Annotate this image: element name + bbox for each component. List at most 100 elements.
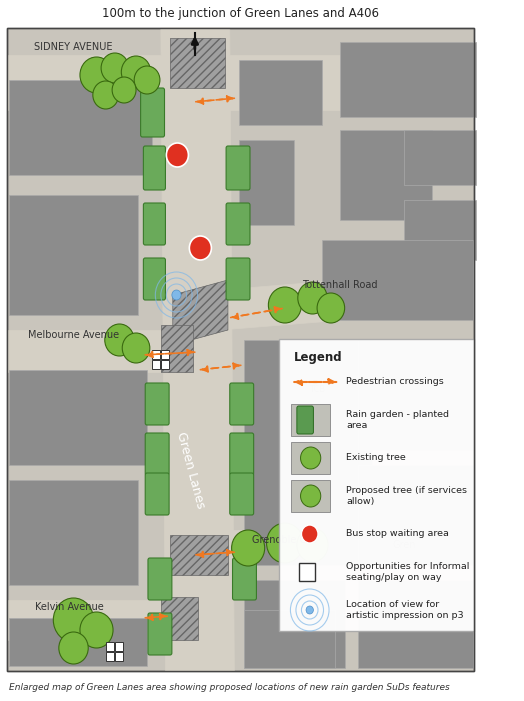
FancyBboxPatch shape — [145, 473, 169, 515]
Text: Kelvin Avenue: Kelvin Avenue — [35, 602, 103, 612]
Circle shape — [122, 333, 150, 363]
Polygon shape — [161, 597, 198, 640]
Polygon shape — [170, 38, 225, 88]
Bar — [115, 652, 123, 661]
Circle shape — [166, 143, 189, 167]
FancyBboxPatch shape — [144, 258, 166, 300]
Polygon shape — [221, 270, 469, 330]
Bar — [106, 652, 114, 661]
Circle shape — [105, 324, 134, 356]
Circle shape — [134, 66, 160, 94]
FancyBboxPatch shape — [226, 203, 250, 245]
Text: Gren: Gren — [392, 540, 416, 550]
Circle shape — [80, 57, 113, 93]
Circle shape — [301, 485, 321, 507]
Bar — [244, 580, 345, 668]
Bar — [106, 642, 114, 651]
Text: Green Lanes: Green Lanes — [174, 430, 207, 510]
Text: Existing tree: Existing tree — [346, 454, 406, 463]
Bar — [7, 600, 191, 640]
Bar — [9, 370, 147, 465]
Bar — [291, 404, 330, 436]
Text: Tottenhall Road: Tottenhall Road — [302, 280, 378, 290]
Bar — [239, 140, 294, 225]
Bar — [239, 60, 322, 125]
Text: Opportunities for Informal
seating/play on way: Opportunities for Informal seating/play … — [346, 562, 470, 582]
Bar — [161, 350, 169, 359]
Circle shape — [93, 81, 118, 109]
Bar — [340, 130, 432, 220]
Bar — [9, 618, 147, 666]
FancyBboxPatch shape — [148, 613, 172, 655]
Bar — [9, 80, 151, 175]
Circle shape — [267, 523, 303, 563]
Text: SIDNEY AVENUE: SIDNEY AVENUE — [34, 42, 113, 52]
Circle shape — [298, 282, 327, 314]
Bar — [340, 42, 476, 117]
Bar — [405, 200, 476, 260]
Bar — [115, 642, 123, 651]
Bar — [7, 330, 191, 372]
FancyBboxPatch shape — [230, 433, 254, 475]
Bar — [9, 195, 138, 315]
FancyBboxPatch shape — [230, 383, 254, 425]
Bar — [405, 130, 476, 185]
Text: Location of view for
artistic impression on p3: Location of view for artistic impression… — [346, 600, 464, 620]
Circle shape — [172, 290, 181, 300]
Circle shape — [317, 293, 345, 323]
Bar — [9, 480, 138, 585]
Circle shape — [301, 447, 321, 469]
Bar — [358, 580, 473, 668]
Polygon shape — [161, 325, 193, 372]
FancyBboxPatch shape — [144, 203, 166, 245]
Circle shape — [297, 528, 328, 562]
Polygon shape — [193, 530, 469, 555]
Bar — [291, 480, 330, 512]
Circle shape — [101, 53, 129, 83]
FancyBboxPatch shape — [144, 146, 166, 190]
Text: TCB: TCB — [309, 386, 325, 395]
Text: Legend: Legend — [294, 351, 343, 365]
Text: Grenoble Grd: Grenoble Grd — [253, 535, 318, 545]
Bar — [244, 610, 335, 668]
Bar — [322, 240, 473, 320]
Text: Pedestrian crossings: Pedestrian crossings — [346, 378, 444, 386]
FancyBboxPatch shape — [145, 383, 169, 425]
Text: Rain garden - planted
area: Rain garden - planted area — [346, 410, 450, 430]
Text: Posts: Posts — [297, 416, 319, 425]
Circle shape — [268, 287, 301, 323]
Bar — [358, 465, 473, 565]
FancyBboxPatch shape — [279, 339, 474, 631]
Text: Melbourne Avenue: Melbourne Avenue — [28, 330, 119, 340]
Circle shape — [53, 598, 94, 642]
Bar — [244, 340, 372, 565]
FancyBboxPatch shape — [148, 558, 172, 600]
Polygon shape — [161, 28, 234, 671]
Bar — [7, 55, 474, 110]
Circle shape — [112, 77, 136, 103]
Circle shape — [122, 56, 151, 88]
Circle shape — [301, 525, 318, 543]
FancyBboxPatch shape — [226, 146, 250, 190]
Bar — [358, 340, 473, 450]
Circle shape — [232, 530, 265, 566]
Circle shape — [306, 606, 313, 614]
Text: Proposed tree (if services
allow): Proposed tree (if services allow) — [346, 486, 467, 506]
Circle shape — [80, 612, 113, 648]
Circle shape — [189, 236, 211, 260]
Bar — [291, 442, 330, 474]
Text: 100m to the junction of Green Lanes and A406: 100m to the junction of Green Lanes and … — [102, 8, 379, 20]
FancyBboxPatch shape — [230, 473, 254, 515]
Polygon shape — [170, 535, 228, 575]
FancyBboxPatch shape — [226, 258, 250, 300]
Text: Enlarged map of Green Lanes area showing proposed locations of new rain garden S: Enlarged map of Green Lanes area showing… — [9, 683, 450, 691]
Bar — [151, 350, 160, 359]
FancyBboxPatch shape — [140, 88, 165, 137]
Circle shape — [59, 632, 88, 664]
Text: Bus stop waiting area: Bus stop waiting area — [346, 529, 450, 538]
FancyBboxPatch shape — [233, 558, 256, 600]
Bar — [299, 563, 315, 581]
Polygon shape — [173, 280, 228, 345]
FancyBboxPatch shape — [297, 406, 313, 434]
Bar — [161, 360, 169, 369]
